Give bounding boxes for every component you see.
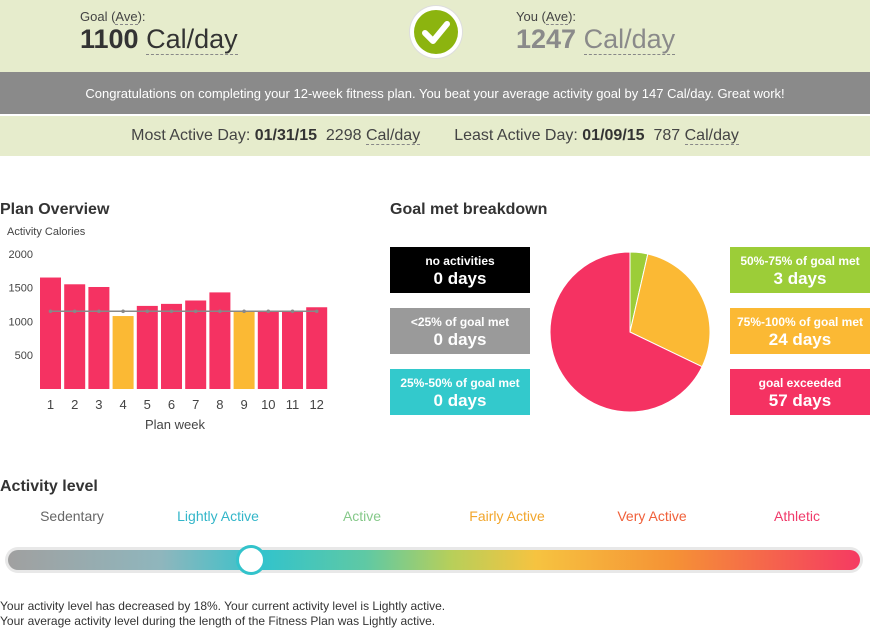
- legend-box: <25% of goal met 0 days: [390, 308, 530, 354]
- bar-week-11: [282, 310, 303, 389]
- y-tick-label: 2000: [9, 249, 33, 261]
- legend-box: 50%-75% of goal met 3 days: [730, 247, 870, 293]
- bar-week-8: [209, 292, 231, 389]
- goal-line-point: [48, 309, 53, 314]
- bar-week-9: [233, 311, 255, 389]
- legend-label: <25% of goal met: [410, 315, 510, 329]
- legend-box: 75%-100% of goal met 24 days: [730, 308, 870, 354]
- legend-label: 50%-75% of goal met: [740, 254, 860, 268]
- x-tick-label: 8: [216, 397, 223, 412]
- bar-week-1: [40, 277, 61, 389]
- goal-label: Goal (Ave):: [80, 9, 146, 25]
- activity-level-label: Sedentary: [40, 508, 104, 524]
- activity-level-summary: Your activity level has decreased by 18%…: [0, 599, 446, 628]
- legend-box: no activities 0 days: [390, 247, 530, 293]
- plan-overview-title: Plan Overview: [0, 201, 110, 218]
- you-value: 1247 Cal/day: [516, 24, 676, 55]
- legend-value: 0 days: [433, 269, 487, 288]
- bar-week-4: [112, 316, 134, 389]
- you-label: You (Ave):: [516, 9, 577, 25]
- activity-level-gradient-bar: [8, 550, 860, 570]
- legend-label: goal exceeded: [758, 376, 842, 390]
- goal-line-point: [169, 309, 174, 314]
- x-tick-label: 1: [47, 397, 54, 412]
- x-tick-label: 10: [261, 397, 275, 412]
- legend-label: no activities: [425, 254, 495, 268]
- x-tick-label: 12: [309, 397, 323, 412]
- x-tick-label: 11: [286, 397, 300, 412]
- goal-line-point: [314, 309, 319, 314]
- y-tick-label: 1500: [9, 283, 33, 295]
- goal-line-point: [266, 309, 271, 314]
- chart-xlabel: Plan week: [145, 417, 205, 432]
- active-days-bar: Most Active Day: 01/31/15 2298 Cal/day L…: [0, 116, 870, 156]
- x-tick-label: 4: [119, 397, 126, 412]
- activity-level-label: Very Active: [617, 508, 687, 524]
- pie-slice: [629, 253, 711, 368]
- goal-line-point: [121, 309, 125, 314]
- y-tick-label: 500: [15, 350, 33, 362]
- most-active-day: Most Active Day: 01/31/15 2298 Cal/day: [131, 127, 421, 145]
- legend-value: 57 days: [768, 391, 832, 410]
- activity-level-label: Athletic: [774, 508, 820, 524]
- x-tick-label: 3: [95, 397, 102, 412]
- chart-ylabel: Activity Calories: [7, 226, 86, 238]
- goal-line-point: [97, 309, 101, 314]
- checkmark-icon: [410, 6, 462, 58]
- legend-value: 24 days: [768, 330, 832, 349]
- goal-line-point: [218, 309, 222, 314]
- goal-line-point: [72, 309, 77, 314]
- activity-level-slider-handle: [235, 545, 266, 575]
- goal-value: 1100 Cal/day: [80, 24, 238, 55]
- activity-level-label: Lightly Active: [177, 508, 259, 524]
- x-tick-label: 9: [240, 397, 247, 412]
- breakdown-title: Goal met breakdown: [390, 201, 548, 218]
- activity-level-label: Fairly Active: [469, 508, 545, 524]
- bar-week-10: [257, 310, 279, 389]
- x-tick-label: 6: [168, 397, 175, 412]
- x-tick-label: 7: [192, 397, 199, 412]
- legend-label: 25%-50% of goal met: [400, 376, 520, 390]
- goal-line-point: [290, 309, 295, 314]
- legend-value: 0 days: [433, 391, 487, 410]
- goal-breakdown-pie: [549, 251, 711, 413]
- congratulations-banner: Congratulations on completing your 12-we…: [0, 72, 870, 114]
- bar-week-3: [88, 286, 110, 389]
- goal-line-point: [145, 309, 150, 314]
- checkmark-icon-glyph: [422, 21, 450, 44]
- bar-week-12: [306, 307, 328, 389]
- bar-week-5: [136, 305, 158, 389]
- legend-box: 25%-50% of goal met 0 days: [390, 369, 530, 415]
- activity-level-label: Active: [342, 508, 382, 524]
- checkmark-icon-circle: [414, 10, 458, 54]
- x-tick-label: 2: [71, 397, 78, 412]
- bar-week-6: [161, 303, 182, 389]
- y-tick-label: 1000: [9, 316, 33, 328]
- legend-value: 3 days: [773, 269, 827, 288]
- banner-message: Congratulations on completing your 12-we…: [85, 85, 785, 101]
- x-tick-label: 5: [144, 397, 151, 412]
- goal-line-point: [193, 309, 198, 314]
- pie-slice: [549, 251, 703, 413]
- least-active-day: Least Active Day: 01/09/15 787 Cal/day: [454, 127, 739, 145]
- bar-week-7: [185, 300, 207, 389]
- legend-box: goal exceeded 57 days: [730, 369, 870, 415]
- goal-line-point: [242, 309, 246, 314]
- legend-label: 75%-100% of goal met: [736, 315, 864, 329]
- activity-level-title: Activity level: [0, 478, 98, 495]
- bar-week-2: [64, 284, 86, 389]
- legend-value: 0 days: [433, 330, 487, 349]
